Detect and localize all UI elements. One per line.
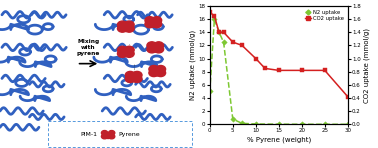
Legend: N2 uptake, CO2 uptake: N2 uptake, CO2 uptake bbox=[304, 9, 345, 22]
Circle shape bbox=[154, 45, 164, 53]
Text: Pyrene: Pyrene bbox=[118, 132, 139, 137]
Circle shape bbox=[132, 71, 142, 79]
Circle shape bbox=[124, 21, 134, 29]
Circle shape bbox=[108, 131, 115, 135]
X-axis label: % Pyrene (weight): % Pyrene (weight) bbox=[247, 136, 311, 143]
Circle shape bbox=[145, 17, 155, 24]
Circle shape bbox=[156, 69, 166, 77]
Circle shape bbox=[149, 69, 159, 77]
Circle shape bbox=[152, 68, 162, 76]
Circle shape bbox=[156, 65, 166, 73]
Circle shape bbox=[154, 42, 164, 49]
Circle shape bbox=[105, 134, 111, 139]
Circle shape bbox=[125, 71, 135, 79]
Circle shape bbox=[124, 50, 134, 57]
Circle shape bbox=[145, 20, 155, 28]
Circle shape bbox=[118, 25, 127, 32]
Circle shape bbox=[118, 50, 127, 57]
Circle shape bbox=[121, 24, 131, 32]
Circle shape bbox=[118, 46, 127, 54]
Circle shape bbox=[118, 21, 127, 29]
Circle shape bbox=[150, 45, 160, 52]
Circle shape bbox=[129, 74, 139, 82]
Circle shape bbox=[121, 49, 131, 57]
Circle shape bbox=[124, 46, 134, 54]
Circle shape bbox=[125, 75, 135, 83]
Circle shape bbox=[152, 20, 162, 28]
Text: Mixing
with
pyrene: Mixing with pyrene bbox=[77, 39, 100, 56]
Circle shape bbox=[147, 42, 157, 49]
Circle shape bbox=[149, 20, 158, 27]
Circle shape bbox=[101, 134, 108, 139]
Y-axis label: CO2 uptake (mmol/g): CO2 uptake (mmol/g) bbox=[364, 28, 370, 103]
Y-axis label: N2 uptake (mmol/g): N2 uptake (mmol/g) bbox=[189, 30, 196, 100]
Circle shape bbox=[124, 25, 134, 32]
Circle shape bbox=[147, 45, 157, 53]
FancyBboxPatch shape bbox=[48, 121, 192, 147]
Circle shape bbox=[101, 131, 108, 135]
Circle shape bbox=[149, 65, 159, 73]
Circle shape bbox=[132, 75, 142, 83]
Circle shape bbox=[152, 17, 162, 24]
Text: PIM-1: PIM-1 bbox=[81, 132, 98, 137]
Circle shape bbox=[108, 134, 115, 139]
